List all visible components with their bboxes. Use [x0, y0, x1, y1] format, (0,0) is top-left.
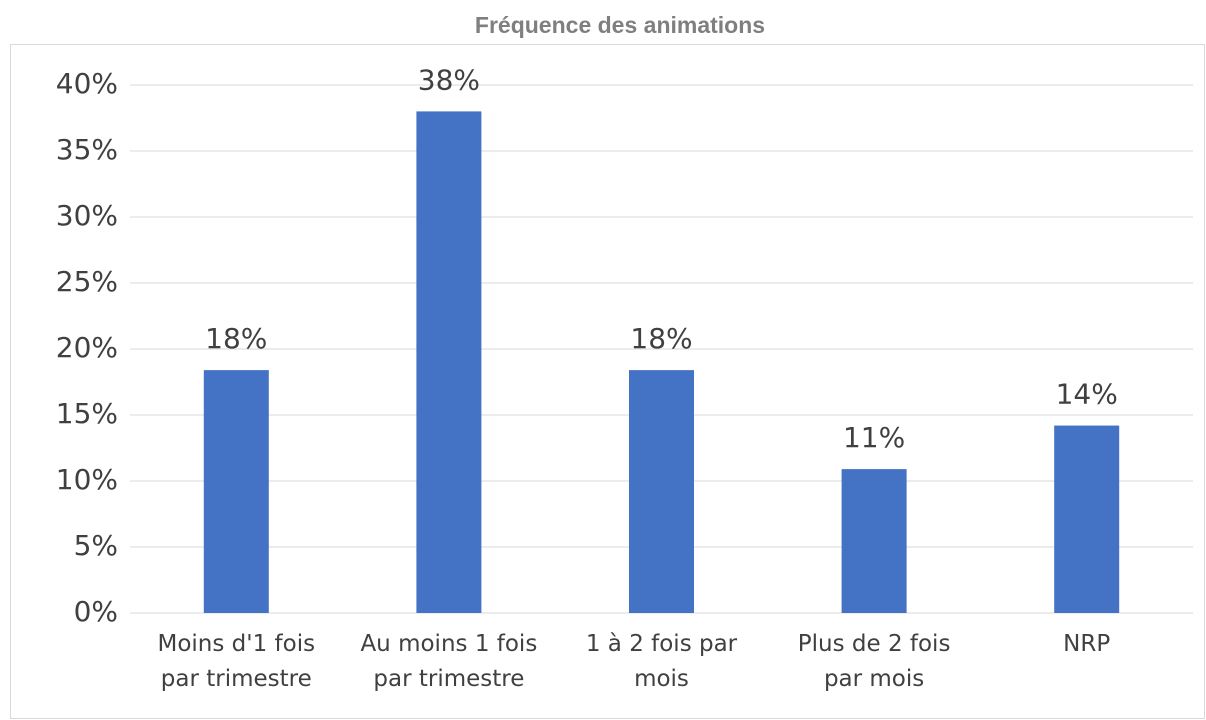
y-tick-label: 35% [56, 133, 118, 166]
y-tick-label: 25% [56, 265, 118, 298]
bar [416, 111, 482, 614]
y-tick-label: 0% [74, 595, 118, 628]
x-tick-label: 1 à 2 fois par mois [585, 631, 738, 692]
y-tick-label: 20% [56, 331, 118, 364]
bar [629, 370, 694, 613]
data-label: 11% [843, 421, 905, 454]
chart-border [10, 44, 1205, 719]
data-label: 18% [630, 322, 692, 355]
bar [841, 469, 907, 613]
y-tick-label: 40% [56, 67, 118, 100]
y-tick-label: 10% [56, 463, 118, 496]
data-label: 38% [418, 63, 480, 96]
data-label: 18% [205, 322, 267, 355]
x-tick-label: NRP [1063, 631, 1111, 657]
y-tick-label: 15% [56, 397, 118, 430]
chart-title: Fréquence des animations [475, 12, 765, 38]
x-tick-label: Moins d'1 fois par trimestre [157, 631, 316, 692]
bar [1054, 425, 1120, 613]
y-tick-label: 30% [56, 199, 118, 232]
x-tick-label: Au moins 1 fois par trimestre [360, 631, 538, 692]
x-tick-label: Plus de 2 fois par mois [797, 631, 951, 692]
y-tick-label: 5% [74, 529, 118, 562]
bar [203, 370, 269, 613]
data-label: 14% [1056, 378, 1118, 411]
